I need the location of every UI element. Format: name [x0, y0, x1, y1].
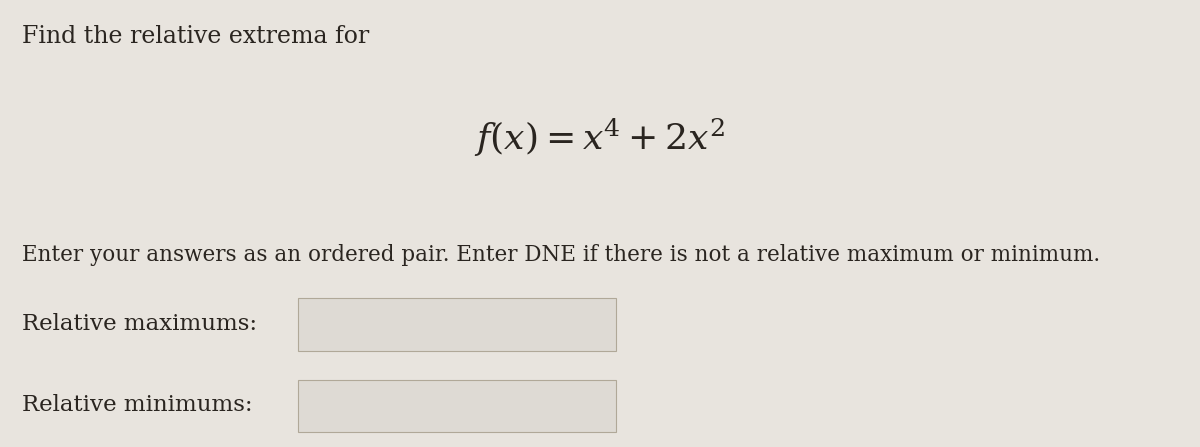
Text: Relative maximums:: Relative maximums: [22, 313, 257, 335]
Text: $f(x) = x^{4} + 2x^{2}$: $f(x) = x^{4} + 2x^{2}$ [474, 116, 726, 159]
Text: Enter your answers as an ordered pair. Enter DNE if there is not a relative maxi: Enter your answers as an ordered pair. E… [22, 244, 1099, 266]
Text: Relative minimums:: Relative minimums: [22, 393, 252, 416]
FancyBboxPatch shape [298, 380, 616, 432]
FancyBboxPatch shape [298, 298, 616, 351]
Text: Find the relative extrema for: Find the relative extrema for [22, 25, 368, 47]
